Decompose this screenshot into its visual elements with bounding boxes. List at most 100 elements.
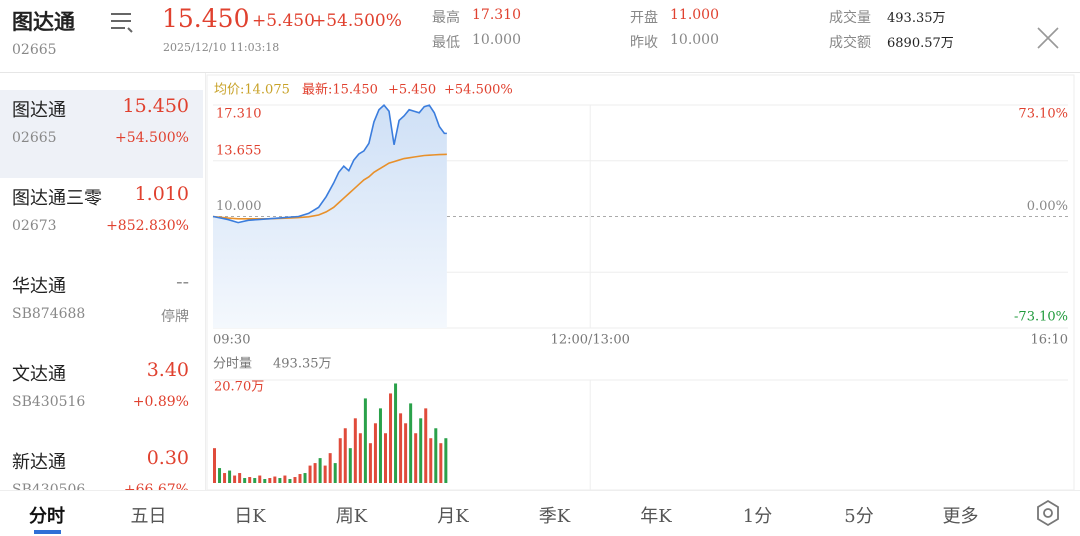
x-tick-label: 12:00/13:00 <box>551 333 630 348</box>
item-change: +54.500% <box>114 130 189 146</box>
y-tick-label: 13.655 <box>216 143 262 158</box>
tab[interactable]: 季K <box>538 506 571 527</box>
tab[interactable]: 分时 <box>29 506 65 527</box>
watchlist-item[interactable]: 新达通 0.30 SB430506 +66.67% <box>0 442 203 490</box>
stat-label: 成交额 <box>829 35 871 51</box>
volume-bar <box>358 433 362 483</box>
price: 15.450 <box>162 4 250 33</box>
tab[interactable]: 年K <box>640 506 672 527</box>
volume-bar <box>414 433 418 483</box>
close-button[interactable] <box>1034 24 1064 54</box>
stat-value: 11.000 <box>670 7 719 23</box>
legend-latest: 最新:15.450 <box>302 82 378 98</box>
price-area <box>213 105 447 329</box>
item-name: 图达通 <box>12 100 66 121</box>
item-code: 02665 <box>12 130 57 146</box>
volume-bar <box>233 475 237 483</box>
watchlist-item[interactable]: 华达通 -- SB874688 停牌 <box>0 266 203 354</box>
stat-value: 493.35万 <box>887 11 946 26</box>
item-name: 文达通 <box>12 364 66 385</box>
item-name: 新达通 <box>12 452 66 473</box>
stat-label: 最高 <box>432 10 460 26</box>
stat-value: 6890.57万 <box>887 36 954 51</box>
volume-bar <box>288 479 292 483</box>
active-tab-indicator <box>34 530 61 534</box>
legend-change-pct: +54.500% <box>444 83 513 98</box>
tab[interactable]: 月K <box>437 506 469 527</box>
volume-bar <box>328 453 332 483</box>
volume-bar <box>338 438 342 483</box>
item-code: SB874688 <box>12 306 86 322</box>
stock-code: 02665 <box>12 42 57 58</box>
change: +5.450 <box>252 11 315 31</box>
volume-bar <box>238 473 242 483</box>
divider <box>0 72 1080 73</box>
stat-value: 10.000 <box>670 32 719 48</box>
volume-bar <box>434 428 438 483</box>
volume-title: 分时量 <box>213 357 252 372</box>
volume-bar <box>283 475 287 483</box>
y2-tick-label: 0.00% <box>1027 199 1068 214</box>
volume-bar <box>268 478 272 483</box>
item-name: 图达通三零 <box>12 188 102 209</box>
item-change: +0.89% <box>132 394 189 410</box>
item-change: 停牌 <box>161 309 189 325</box>
tab[interactable]: 日K <box>234 506 266 527</box>
volume-bar <box>228 470 232 483</box>
volume-total: 493.35万 <box>273 357 332 372</box>
watchlist: 图达通 15.450 02665 +54.500% 图达通三零 1.010 02673 +85… <box>0 73 206 490</box>
volume-bar <box>223 473 227 483</box>
volume-bar <box>273 476 277 483</box>
item-code: SB430516 <box>12 394 86 410</box>
x-tick-label: 09:30 <box>213 333 250 348</box>
volume-bar <box>293 477 297 483</box>
item-price: -- <box>176 271 189 293</box>
volume-bar <box>318 458 322 483</box>
timestamp: 2025/12/10 11:03:18 <box>163 41 280 54</box>
settings-icon[interactable] <box>1033 498 1063 528</box>
menu-icon[interactable] <box>108 8 138 38</box>
volume-bar <box>373 423 377 483</box>
item-code: 02673 <box>12 218 57 234</box>
volume-bar <box>253 478 257 483</box>
volume-bar <box>394 383 398 483</box>
item-price: 15.450 <box>122 95 189 117</box>
volume-bar <box>323 465 327 483</box>
volume-bar <box>218 468 222 483</box>
volume-bar <box>389 393 393 483</box>
y-tick-label: 10.000 <box>216 199 262 214</box>
volume-bar <box>399 413 403 483</box>
tab[interactable]: 周K <box>335 506 368 527</box>
volume-bar <box>419 418 423 483</box>
volume-bar <box>348 448 352 483</box>
stat-value: 10.000 <box>472 32 521 48</box>
tab[interactable]: 五日 <box>130 506 167 527</box>
volume-bar <box>384 433 387 483</box>
stat-label: 成交量 <box>829 10 871 26</box>
volume-bar <box>303 473 307 483</box>
watchlist-item[interactable]: 图达通三零 1.010 02673 +852.830% <box>0 178 203 266</box>
item-name: 华达通 <box>12 276 66 297</box>
volume-bar <box>248 477 252 483</box>
legend-avg: 均价:14.075 <box>214 83 290 98</box>
tab[interactable]: 5分 <box>844 506 874 527</box>
stock-name: 图达通 <box>12 9 75 34</box>
volume-top-label: 20.70万 <box>214 380 264 395</box>
tab[interactable]: 更多 <box>942 506 979 527</box>
watchlist-item[interactable]: 图达通 15.450 02665 +54.500% <box>0 90 203 178</box>
legend-change: +5.450 <box>388 83 436 98</box>
item-price: 0.30 <box>146 447 189 469</box>
item-code: SB430506 <box>12 482 86 490</box>
item-change: +852.830% <box>106 218 189 234</box>
y-tick-label: 17.310 <box>216 107 262 122</box>
volume-bar <box>278 478 282 483</box>
tab-bar <box>0 490 1080 536</box>
stat-label: 开盘 <box>630 10 658 26</box>
chart: 17.31013.65510.0006.3452.69073.10%0.00%-… <box>206 74 1075 490</box>
watchlist-item[interactable]: 文达通 3.40 SB430516 +0.89% <box>0 354 203 442</box>
item-change: +66.67% <box>123 482 189 490</box>
tab[interactable]: 1分 <box>742 506 773 527</box>
volume-bar <box>308 465 312 483</box>
volume-bar <box>424 408 428 483</box>
volume-bar <box>333 463 337 483</box>
